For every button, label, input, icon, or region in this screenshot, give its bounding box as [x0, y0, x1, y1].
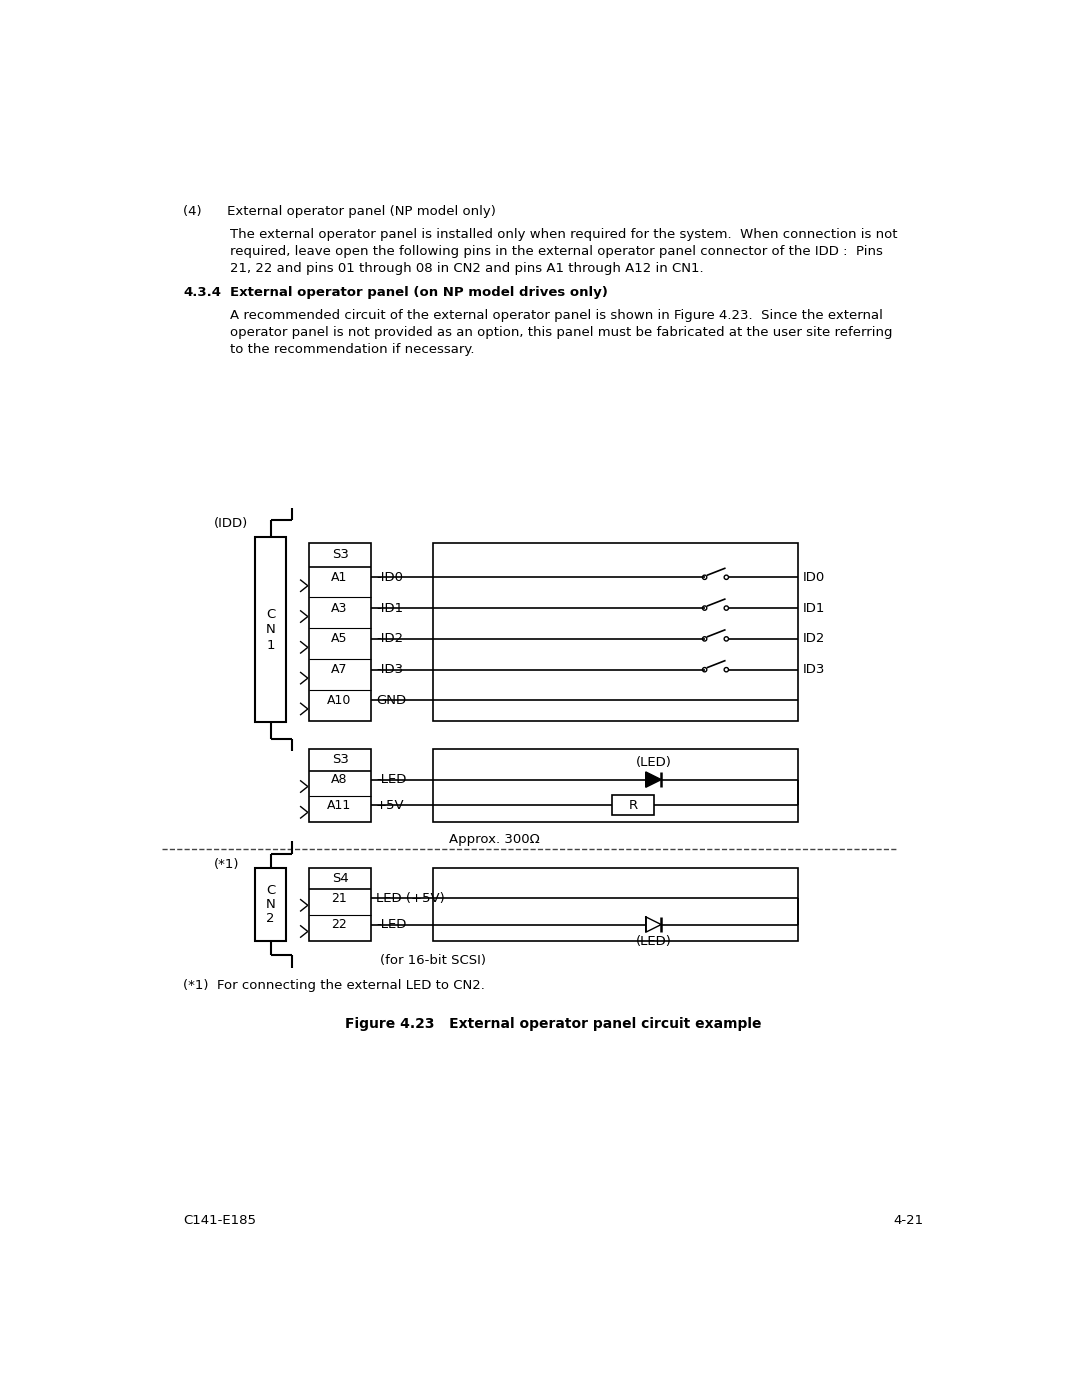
Text: -ID3: -ID3: [376, 664, 403, 676]
Text: A3: A3: [330, 602, 347, 615]
Text: operator panel is not provided as an option, this panel must be fabricated at th: operator panel is not provided as an opt…: [230, 326, 892, 339]
Bar: [309, 749, 372, 823]
Text: 1: 1: [267, 638, 275, 651]
Bar: [433, 749, 798, 823]
Text: -LED: -LED: [376, 773, 406, 787]
Bar: [309, 543, 372, 721]
Text: S4: S4: [332, 872, 349, 884]
Text: A8: A8: [330, 773, 347, 787]
Text: (*1): (*1): [214, 858, 240, 870]
Text: (for 16-bit SCSI): (for 16-bit SCSI): [380, 954, 486, 967]
Text: A recommended circuit of the external operator panel is shown in Figure 4.23.  S: A recommended circuit of the external op…: [230, 309, 882, 321]
Text: -ID1: -ID1: [376, 602, 403, 615]
Text: A11: A11: [326, 799, 351, 812]
Text: 2: 2: [267, 912, 275, 925]
Text: LED (+5V): LED (+5V): [376, 891, 445, 905]
Bar: [611, 795, 654, 816]
Text: A7: A7: [330, 664, 347, 676]
Text: External operator panel (on NP model drives only): External operator panel (on NP model dri…: [230, 286, 607, 299]
Text: A5: A5: [330, 633, 347, 645]
Text: N: N: [266, 898, 275, 911]
Text: A10: A10: [326, 694, 351, 707]
Text: to the recommendation if necessary.: to the recommendation if necessary.: [230, 342, 474, 356]
Text: S3: S3: [332, 549, 349, 562]
Text: R: R: [629, 799, 637, 812]
Text: Approx. 300Ω: Approx. 300Ω: [449, 833, 540, 845]
Bar: [255, 538, 286, 722]
Text: ID2: ID2: [804, 633, 825, 645]
Text: -ID2: -ID2: [376, 633, 403, 645]
Text: -ID0: -ID0: [376, 571, 403, 584]
Bar: [433, 868, 798, 942]
Bar: [309, 868, 372, 942]
Text: (*1)  For connecting the external LED to CN2.: (*1) For connecting the external LED to …: [183, 979, 485, 992]
Text: (IDD): (IDD): [214, 517, 248, 529]
Text: ID0: ID0: [804, 571, 825, 584]
Bar: [433, 543, 798, 721]
Text: 21: 21: [330, 891, 347, 905]
Polygon shape: [646, 773, 661, 788]
Text: C: C: [266, 884, 275, 897]
Bar: [255, 868, 286, 942]
Text: required, leave open the following pins in the external operator panel connector: required, leave open the following pins …: [230, 244, 882, 258]
Text: C141-E185: C141-E185: [183, 1214, 256, 1227]
Text: 4.3.4: 4.3.4: [183, 286, 221, 299]
Text: (LED): (LED): [635, 935, 672, 949]
Text: GND: GND: [376, 694, 406, 707]
Text: (LED): (LED): [635, 756, 672, 770]
Text: ID1: ID1: [804, 602, 825, 615]
Text: C: C: [266, 608, 275, 620]
Text: 22: 22: [330, 918, 347, 930]
Text: ID3: ID3: [804, 664, 825, 676]
Text: A1: A1: [330, 571, 347, 584]
Text: S3: S3: [332, 753, 349, 767]
Text: Figure 4.23   External operator panel circuit example: Figure 4.23 External operator panel circ…: [346, 1017, 761, 1031]
Text: (4)      External operator panel (NP model only): (4) External operator panel (NP model on…: [183, 205, 496, 218]
Text: N: N: [266, 623, 275, 636]
Text: +5V: +5V: [376, 799, 405, 812]
Text: 21, 22 and pins 01 through 08 in CN2 and pins A1 through A12 in CN1.: 21, 22 and pins 01 through 08 in CN2 and…: [230, 263, 703, 275]
Text: The external operator panel is installed only when required for the system.  Whe: The external operator panel is installed…: [230, 228, 897, 242]
Text: -LED: -LED: [376, 918, 406, 930]
Text: 4-21: 4-21: [894, 1214, 924, 1227]
